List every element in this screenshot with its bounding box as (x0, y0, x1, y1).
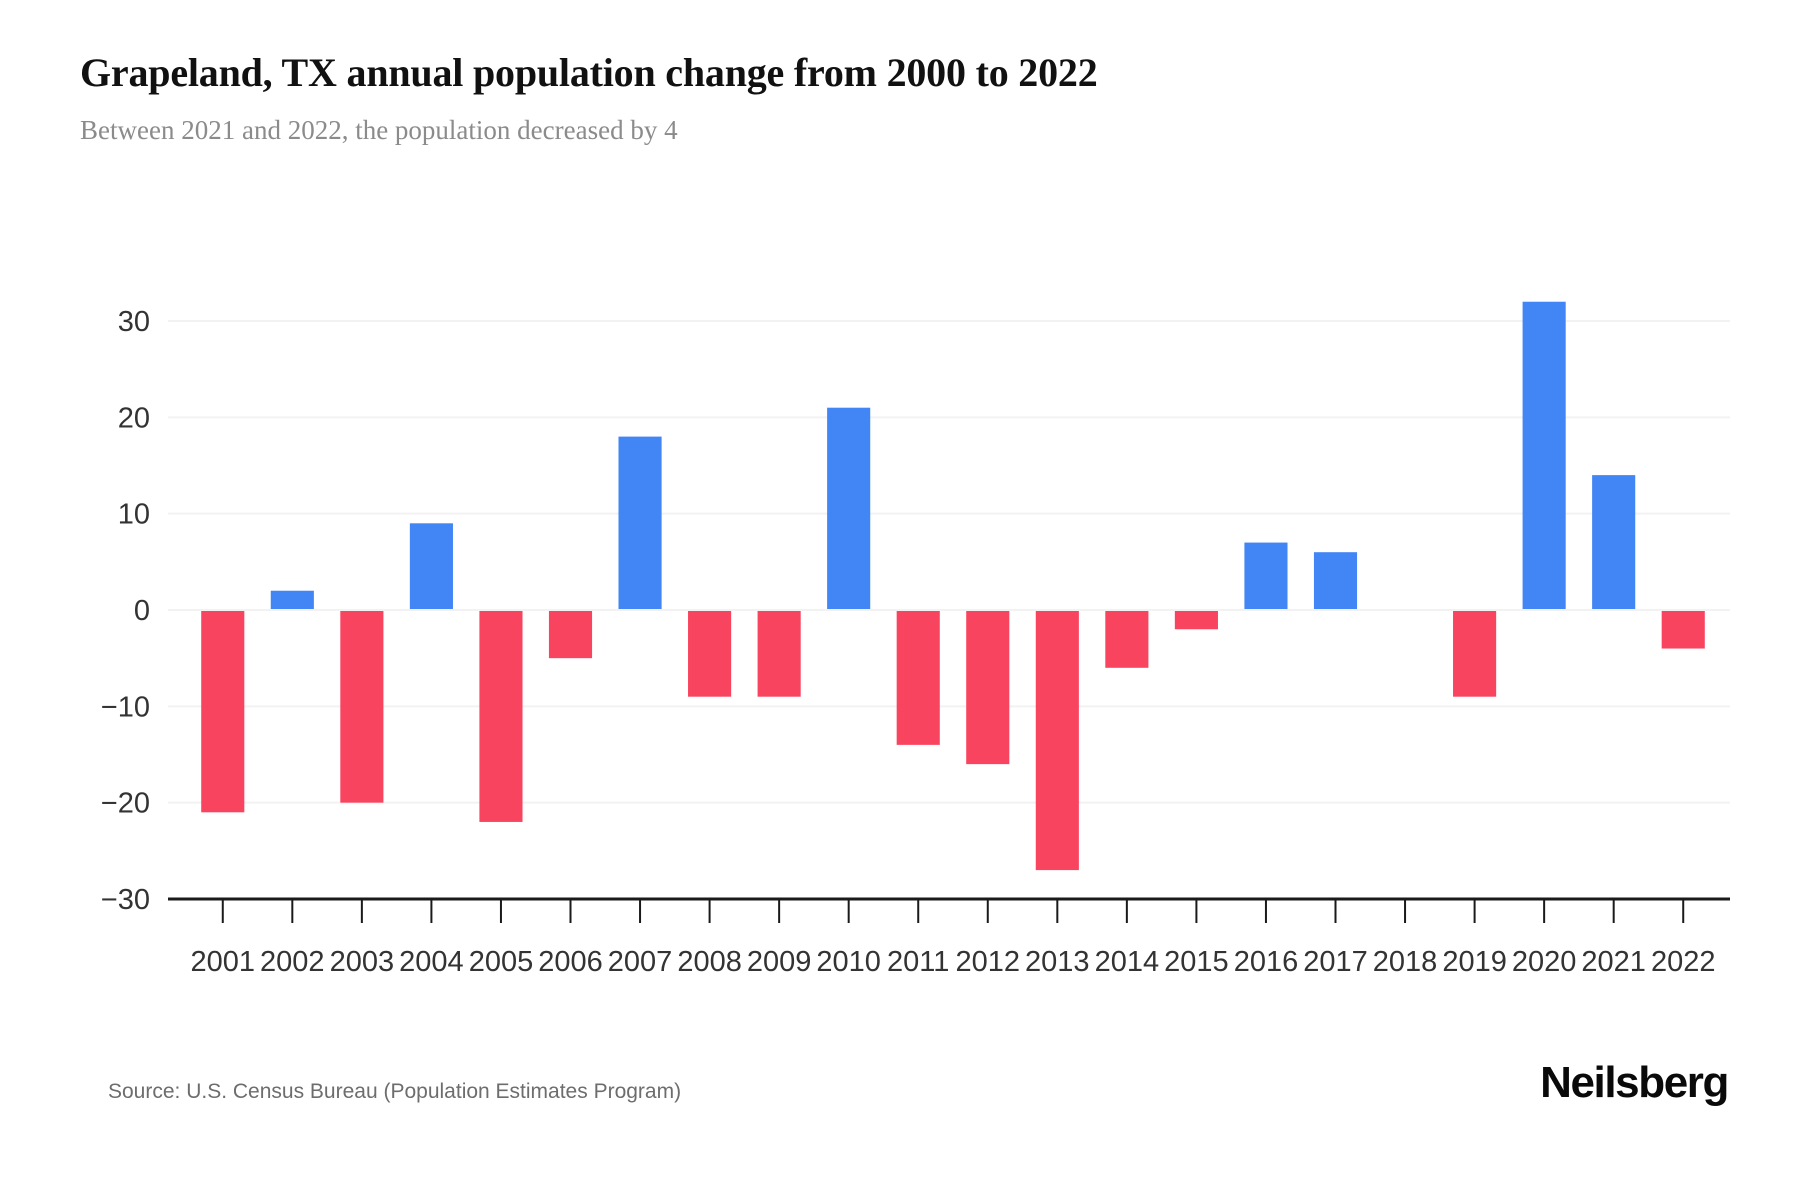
x-tick-label-2019: 2019 (1442, 946, 1507, 978)
y-tick-label-0: 0 (134, 595, 150, 627)
bar-2021[interactable] (1592, 475, 1636, 610)
bar-rect-2019[interactable] (1453, 610, 1497, 697)
x-tick-label-2012: 2012 (956, 946, 1021, 978)
bar-2005[interactable] (479, 610, 523, 822)
bar-2012[interactable] (966, 610, 1010, 765)
x-tick-label-2008: 2008 (677, 946, 742, 978)
x-tick-label-2009: 2009 (747, 946, 812, 978)
bar-rect-2014[interactable] (1105, 610, 1149, 668)
y-tick-label-20: 20 (118, 402, 150, 434)
bar-rect-2008[interactable] (688, 610, 732, 697)
bar-rect-2016[interactable] (1244, 542, 1288, 610)
page-title: Grapeland, TX annual population change f… (80, 50, 1098, 95)
bar-rect-2015[interactable] (1174, 610, 1218, 630)
chart-subtitle: Between 2021 and 2022, the population de… (80, 115, 678, 145)
y-tick-label-30: 30 (118, 306, 150, 338)
bar-2002[interactable] (270, 590, 314, 610)
bar-2010[interactable] (827, 407, 871, 610)
bar-rect-2006[interactable] (548, 610, 593, 659)
bar-2011[interactable] (896, 610, 940, 745)
x-tick-label-2022: 2022 (1651, 946, 1716, 978)
bar-2020[interactable] (1522, 301, 1566, 610)
bar-rect-2012[interactable] (966, 610, 1010, 765)
bar-2007[interactable] (618, 436, 662, 610)
x-tick-label-2002: 2002 (260, 946, 325, 978)
brand-logo: Neilsberg (1540, 1058, 1729, 1107)
bar-2014[interactable] (1105, 610, 1149, 668)
bar-rect-2021[interactable] (1592, 475, 1636, 610)
x-tick-label-2007: 2007 (608, 946, 673, 978)
x-tick-label-2011: 2011 (887, 946, 949, 978)
source-note: Source: U.S. Census Bureau (Population E… (108, 1080, 682, 1103)
y-tick-label-10: 10 (118, 499, 150, 531)
x-tick-label-2015: 2015 (1164, 946, 1229, 978)
x-tick-label-2001: 2001 (191, 946, 256, 978)
bar-rect-2003[interactable] (340, 610, 384, 803)
bar-rect-2001[interactable] (201, 610, 245, 813)
x-tick-label-2018: 2018 (1373, 946, 1438, 978)
bar-rect-2011[interactable] (896, 610, 940, 745)
bar-2003[interactable] (340, 610, 384, 803)
x-tick-label-2010: 2010 (816, 946, 881, 978)
bar-2022[interactable] (1661, 610, 1705, 649)
y-tick-label--20: −20 (101, 788, 150, 820)
bar-2013[interactable] (1035, 610, 1079, 871)
x-tick-label-2013: 2013 (1025, 946, 1090, 978)
bar-rect-2013[interactable] (1035, 610, 1079, 871)
bar-rect-2004[interactable] (409, 523, 453, 610)
bar-2008[interactable] (688, 610, 732, 697)
y-tick-label--30: −30 (101, 884, 150, 916)
bar-rect-2020[interactable] (1522, 301, 1566, 610)
chart-header: Grapeland, TX annual population change f… (80, 50, 1720, 146)
bar-2016[interactable] (1244, 542, 1288, 610)
bar-2009[interactable] (757, 610, 801, 697)
x-tick-label-2020: 2020 (1512, 946, 1577, 978)
x-tick-label-2016: 2016 (1234, 946, 1299, 978)
bar-2017[interactable] (1313, 552, 1358, 610)
bar-rect-2022[interactable] (1661, 610, 1705, 649)
bar-2015[interactable] (1174, 610, 1218, 630)
bar-rect-2010[interactable] (827, 407, 871, 610)
x-tick-label-2005: 2005 (469, 946, 534, 978)
x-tick-label-2021: 2021 (1581, 946, 1646, 978)
bar-2004[interactable] (409, 523, 453, 610)
bar-rect-2009[interactable] (757, 610, 801, 697)
bar-2006[interactable] (548, 610, 593, 659)
bar-2001[interactable] (201, 610, 245, 813)
x-tick-label-2014: 2014 (1095, 946, 1160, 978)
bar-rect-2005[interactable] (479, 610, 523, 822)
x-tick-label-2004: 2004 (399, 946, 464, 978)
bar-rect-2007[interactable] (618, 436, 662, 610)
x-tick-label-2017: 2017 (1303, 946, 1368, 978)
bar-rect-2002[interactable] (270, 590, 314, 610)
x-tick-label-2006: 2006 (538, 946, 603, 978)
bar-rect-2017[interactable] (1313, 552, 1358, 610)
x-tick-label-2003: 2003 (330, 946, 395, 978)
bar-2019[interactable] (1453, 610, 1497, 697)
y-tick-label--10: −10 (101, 691, 150, 723)
